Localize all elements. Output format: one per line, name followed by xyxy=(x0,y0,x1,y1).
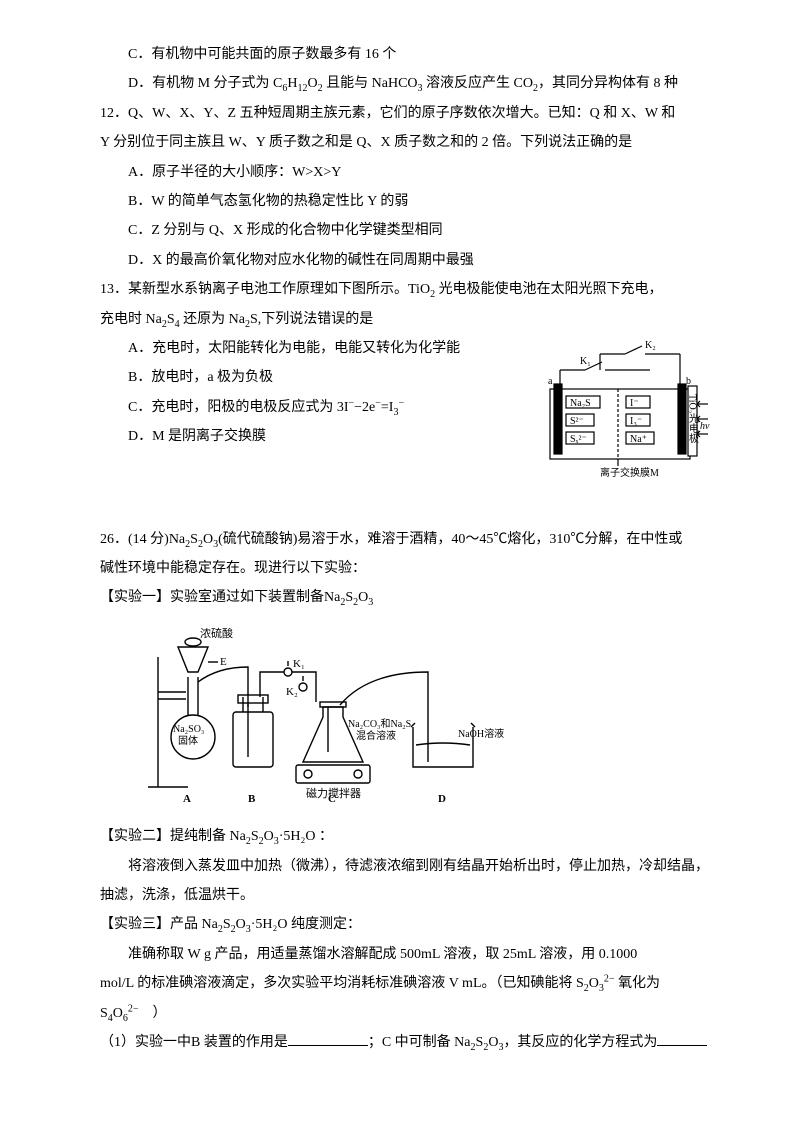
exp3-body-1: 准确称取 W g 产品，用适量蒸馏水溶解配成 500mL 溶液，取 25mL 溶… xyxy=(100,940,710,969)
svg-text:TiO₂光电极: TiO₂光电极 xyxy=(687,394,699,444)
apparatus-diagram: 浓硫酸 E Na₂SO₃ 固体 K₁ K₂ Na₂CO₃和Na₂S 混合溶液 磁… xyxy=(128,617,710,818)
svg-text:I⁻: I⁻ xyxy=(630,398,639,409)
q12-option-d: D．X 的最高价氧化物对应水化物的碱性在同周期中最强 xyxy=(100,246,710,275)
svg-text:I₃⁻: I₃⁻ xyxy=(630,416,642,427)
q12-stem-line2: Y 分别位于同主族且 W、Y 质子数之和是 Q、X 质子数之和的 2 倍。下列说… xyxy=(100,128,710,157)
svg-text:浓硫酸: 浓硫酸 xyxy=(200,626,233,640)
svg-text:Na₂S: Na₂S xyxy=(570,398,591,409)
q12-option-c: C．Z 分别与 Q、X 形成的化合物中化学键类型相同 xyxy=(100,216,710,245)
svg-text:Na₂CO₃和Na₂S: Na₂CO₃和Na₂S xyxy=(348,718,411,730)
svg-text:固体: 固体 xyxy=(178,735,198,747)
svg-text:C: C xyxy=(328,793,336,805)
svg-text:混合溶液: 混合溶液 xyxy=(356,729,396,742)
svg-text:K₁: K₁ xyxy=(293,658,305,670)
exp3-body-2: mol/L 的标准碘溶液滴定，多次实验平均消耗标准碘溶液 V mL。（已知碘能将… xyxy=(100,969,710,998)
svg-text:a: a xyxy=(548,376,553,387)
svg-text:D: D xyxy=(438,793,446,805)
exp3-label: 【实验三】产品 Na2S2O3·5H₂O 纯度测定： xyxy=(100,910,710,939)
svg-text:b: b xyxy=(686,376,691,387)
q11-option-c: C．有机物中可能共面的原子数最多有 16 个 xyxy=(100,40,710,69)
svg-text:E: E xyxy=(220,656,227,668)
svg-text:Na₂SO₃: Na₂SO₃ xyxy=(173,724,204,735)
svg-text:K₁: K₁ xyxy=(580,356,591,367)
exp1-label: 【实验一】实验室通过如下装置制备Na2S2O3 xyxy=(100,583,710,612)
svg-text:Na⁺: Na⁺ xyxy=(630,434,647,445)
q13-stem-line1: 13．某新型水系钠离子电池工作原理如下图所示。TiO2 光电极能使电池在太阳光照… xyxy=(100,275,710,304)
blank-1[interactable] xyxy=(288,1031,368,1046)
cell-diagram: K₁ K₂ a b Na₂S S²⁻ Sₓ²⁻ I⁻ I₃⁻ Na⁺ hv Ti… xyxy=(530,334,710,495)
svg-text:Sₓ²⁻: Sₓ²⁻ xyxy=(570,434,587,445)
svg-text:hv: hv xyxy=(700,421,710,432)
svg-text:A: A xyxy=(183,793,191,805)
svg-text:S²⁻: S²⁻ xyxy=(570,416,584,427)
q11-option-d: D．有机物 M 分子式为 C6H12O2 且能与 NaHCO3 溶液反应产生 C… xyxy=(100,69,710,98)
svg-text:离子交换膜M: 离子交换膜M xyxy=(600,466,659,479)
svg-text:B: B xyxy=(248,793,256,805)
q26-stem-line2: 碱性环境中能稳定存在。现进行以下实验： xyxy=(100,554,710,583)
q12-stem-line1: 12．Q、W、X、Y、Z 五种短周期主族元素，它们的原子序数依次增大。已知：Q … xyxy=(100,99,710,128)
q26-sub1: （1）实验一中B 装置的作用是；C 中可制备 Na2S2O3，其反应的化学方程式… xyxy=(100,1028,710,1057)
q12-option-a: A．原子半径的大小顺序：W>X>Y xyxy=(100,158,710,187)
exp2-label: 【实验二】提纯制备 Na2S2O3·5H₂O ： xyxy=(100,822,710,851)
svg-text:K₂: K₂ xyxy=(645,340,656,351)
q13-stem-line2: 充电时 Na2S4 还原为 Na2S,下列说法错误的是 xyxy=(100,305,710,334)
q26-stem-line1: 26．(14 分)Na2S2O3(硫代硫酸钠)易溶于水，难溶于酒精，40～45℃… xyxy=(100,525,710,554)
svg-text:K₂: K₂ xyxy=(286,686,298,698)
svg-text:NaOH溶液: NaOH溶液 xyxy=(458,727,504,740)
exp3-body-3: S4O62− ） xyxy=(100,999,710,1028)
q12-option-b: B．W 的简单气态氢化物的热稳定性比 Y 的弱 xyxy=(100,187,710,216)
blank-2[interactable] xyxy=(657,1031,707,1046)
exp2-body: 将溶液倒入蒸发皿中加热（微沸），待滤液浓缩到刚有结晶开始析出时，停止加热，冷却结… xyxy=(100,852,710,911)
